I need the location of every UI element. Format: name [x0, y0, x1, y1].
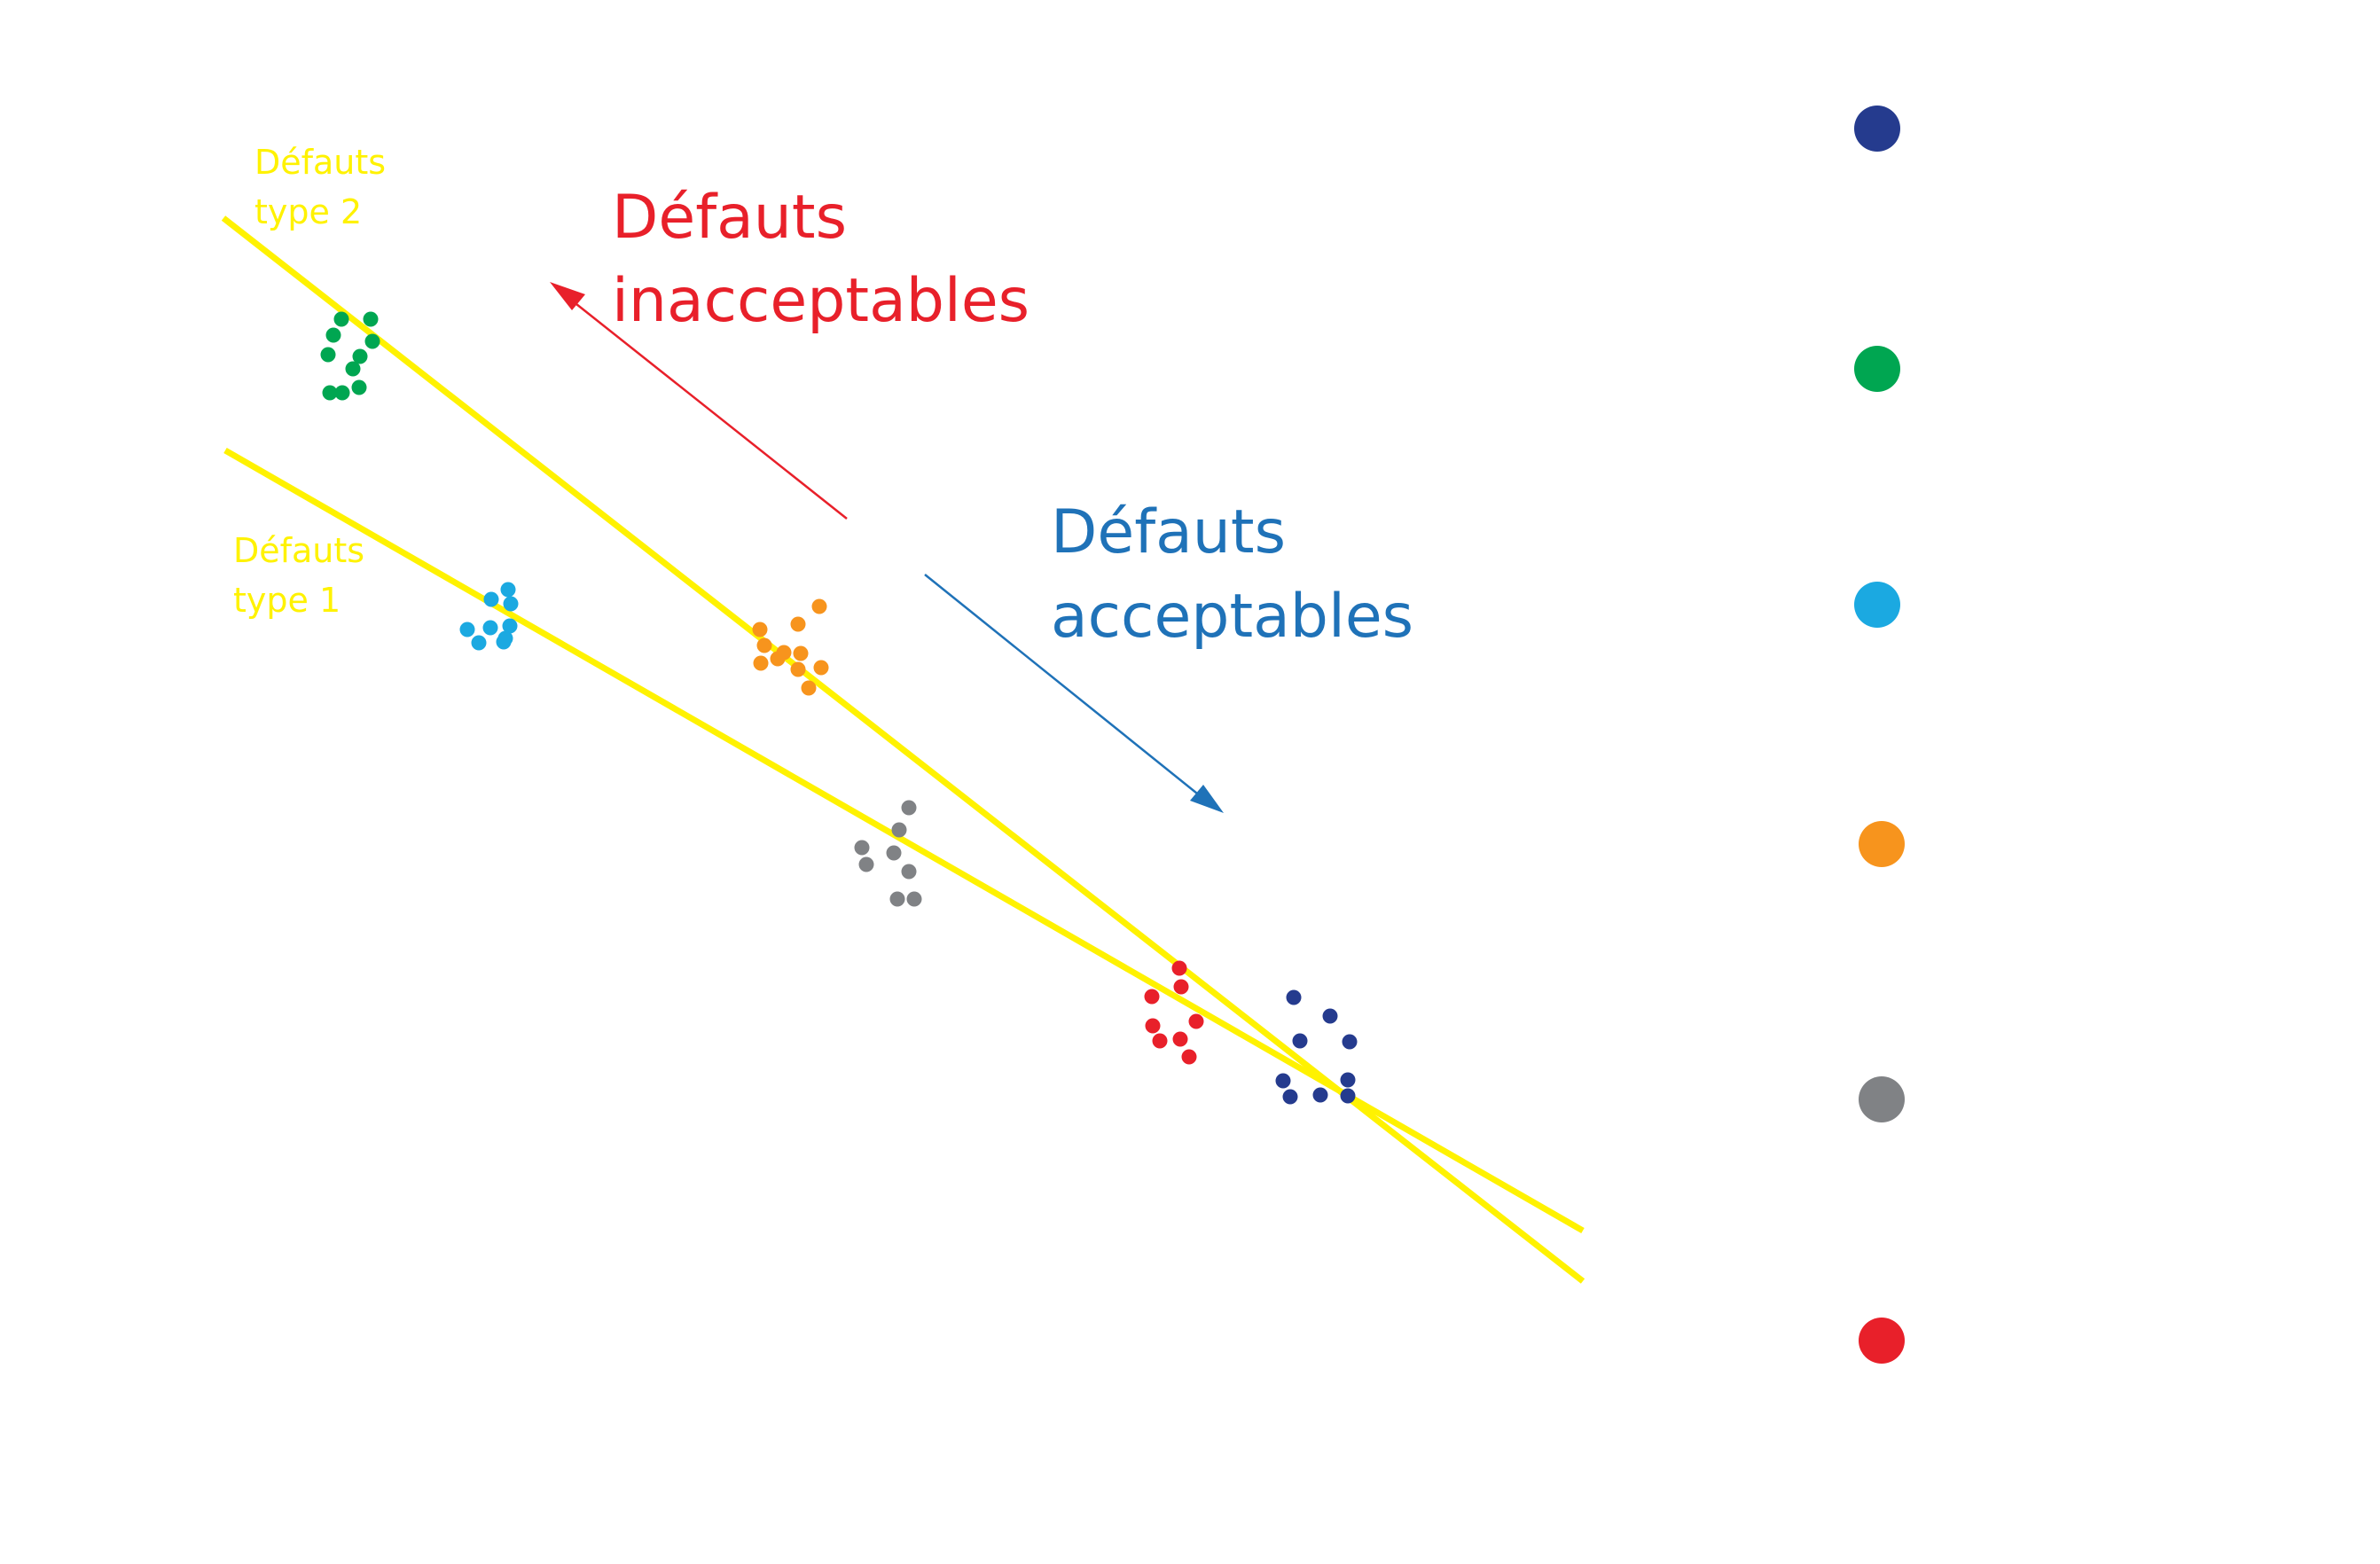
red-point [1173, 979, 1189, 995]
acceptable-arrow [924, 574, 1224, 813]
gray-point [901, 800, 917, 816]
orange-point [753, 655, 769, 671]
cyan-point [496, 634, 512, 650]
type2-label-line1: Défauts [254, 143, 386, 182]
green-point [363, 311, 379, 327]
unacceptable-label-line2: inacceptables [612, 266, 1030, 336]
cyan-point [503, 596, 519, 612]
legend-marker-red [1859, 1318, 1905, 1364]
red-cluster [1144, 960, 1204, 1065]
navy-point [1340, 1072, 1356, 1088]
gray-cluster [854, 800, 922, 907]
type1-label-line1: Défauts [233, 531, 364, 570]
gray-point [858, 856, 874, 872]
legend-marker-gray [1859, 1076, 1905, 1122]
orange-point [801, 680, 817, 696]
gray-point [889, 891, 905, 907]
unacceptable-arrow [550, 282, 848, 520]
legend-marker-navy [1854, 106, 1900, 152]
navy-point [1275, 1073, 1291, 1089]
green-point [364, 333, 380, 349]
navy-point [1312, 1087, 1328, 1103]
orange-cluster [752, 598, 829, 696]
type1-label-line2: type 1 [233, 581, 341, 620]
green-point [320, 347, 336, 363]
orange-point [770, 651, 786, 667]
navy-cluster [1275, 989, 1358, 1105]
red-point [1171, 960, 1187, 976]
red-point [1172, 1031, 1188, 1047]
red-point [1188, 1013, 1204, 1029]
green-point [325, 327, 341, 343]
gray-point [854, 840, 870, 856]
type2-label-line2: type 2 [254, 192, 362, 231]
red-point [1181, 1049, 1197, 1065]
type2-label: Défauts type 2 [254, 143, 386, 231]
cyan-point [471, 635, 487, 651]
red-point [1145, 1018, 1161, 1034]
type2-threshold-line [221, 215, 1585, 1284]
clusters-group [320, 311, 1358, 1105]
legend-marker-green [1854, 346, 1900, 392]
navy-point [1342, 1034, 1358, 1050]
navy-point [1292, 1033, 1308, 1049]
legend-marker-cyan [1854, 582, 1900, 628]
orange-point [813, 660, 829, 676]
type1-threshold-line [223, 447, 1585, 1234]
cyan-point [459, 622, 475, 637]
orange-point [790, 661, 806, 677]
gray-point [906, 891, 922, 907]
orange-point [756, 637, 772, 653]
navy-point [1282, 1089, 1298, 1105]
orange-point [793, 645, 809, 661]
cyan-point [483, 591, 499, 607]
gray-point [901, 864, 917, 880]
green-point [345, 361, 361, 377]
orange-point [752, 622, 768, 637]
green-cluster [320, 311, 380, 401]
navy-point [1322, 1008, 1338, 1024]
green-point [334, 385, 350, 401]
orange-point [811, 598, 827, 614]
green-point [333, 311, 349, 327]
navy-point [1286, 989, 1302, 1005]
acceptable-label-line2: acceptables [1051, 582, 1413, 652]
navy-point [1340, 1088, 1356, 1104]
gray-point [891, 822, 907, 838]
cyan-point [502, 618, 518, 634]
gray-point [886, 845, 902, 861]
red-point [1144, 989, 1160, 1005]
unacceptable-label: Défauts inacceptables [612, 183, 1030, 336]
green-point [352, 348, 368, 364]
acceptable-label-line1: Défauts [1051, 497, 1286, 567]
legend-marker-orange [1859, 821, 1905, 867]
legend-markers [1854, 106, 1905, 1364]
green-point [322, 385, 338, 401]
cyan-point [500, 582, 516, 598]
unacceptable-label-line1: Défauts [612, 183, 847, 253]
cyan-point [482, 620, 498, 636]
cyan-cluster [459, 582, 519, 651]
orange-point [790, 616, 806, 632]
acceptable-label: Défauts acceptables [1051, 497, 1413, 652]
type1-label: Défauts type 1 [233, 531, 364, 620]
red-point [1152, 1033, 1168, 1049]
green-point [351, 379, 367, 395]
